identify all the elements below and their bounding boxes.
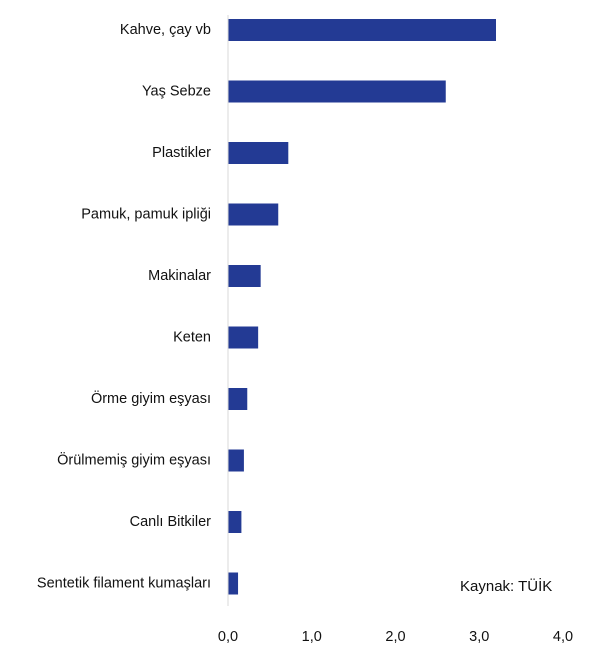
bars-group <box>228 19 496 595</box>
bar <box>228 449 244 472</box>
category-label: Pamuk, pamuk ipliği <box>81 207 211 223</box>
x-tick-label: 4,0 <box>553 629 573 645</box>
category-label: Sentetik filament kumaşları <box>37 576 211 592</box>
category-label: Canlı Bitkiler <box>130 514 212 530</box>
bar <box>228 142 289 164</box>
category-label: Kahve, çay vb <box>120 22 211 38</box>
bar <box>228 511 242 533</box>
category-label: Keten <box>173 330 211 346</box>
bar <box>228 388 248 410</box>
x-tick-label: 0,0 <box>218 629 238 645</box>
x-tick-label: 1,0 <box>302 629 322 645</box>
x-tick-labels-group: 0,0 1,0 2,0 3,0 4,0 <box>218 629 573 645</box>
category-label: Örme giyim eşyası <box>91 389 211 407</box>
x-tick-label: 3,0 <box>469 629 489 645</box>
bar <box>228 572 239 595</box>
category-labels-group: Kahve, çay vb Yaş Sebze Plastikler Pamuk, p… <box>37 22 211 592</box>
category-label: Yaş Sebze <box>142 84 211 100</box>
category-label: Plastikler <box>152 145 211 161</box>
category-label: Örülmemiş giyim eşyası <box>57 451 211 469</box>
bar <box>228 203 279 226</box>
bar <box>228 326 259 349</box>
bar <box>228 265 261 287</box>
source-note: Kaynak: TÜİK <box>460 578 553 595</box>
category-label: Makinalar <box>148 268 211 284</box>
bar <box>228 80 446 103</box>
x-tick-label: 2,0 <box>385 629 405 645</box>
bar <box>228 19 496 41</box>
